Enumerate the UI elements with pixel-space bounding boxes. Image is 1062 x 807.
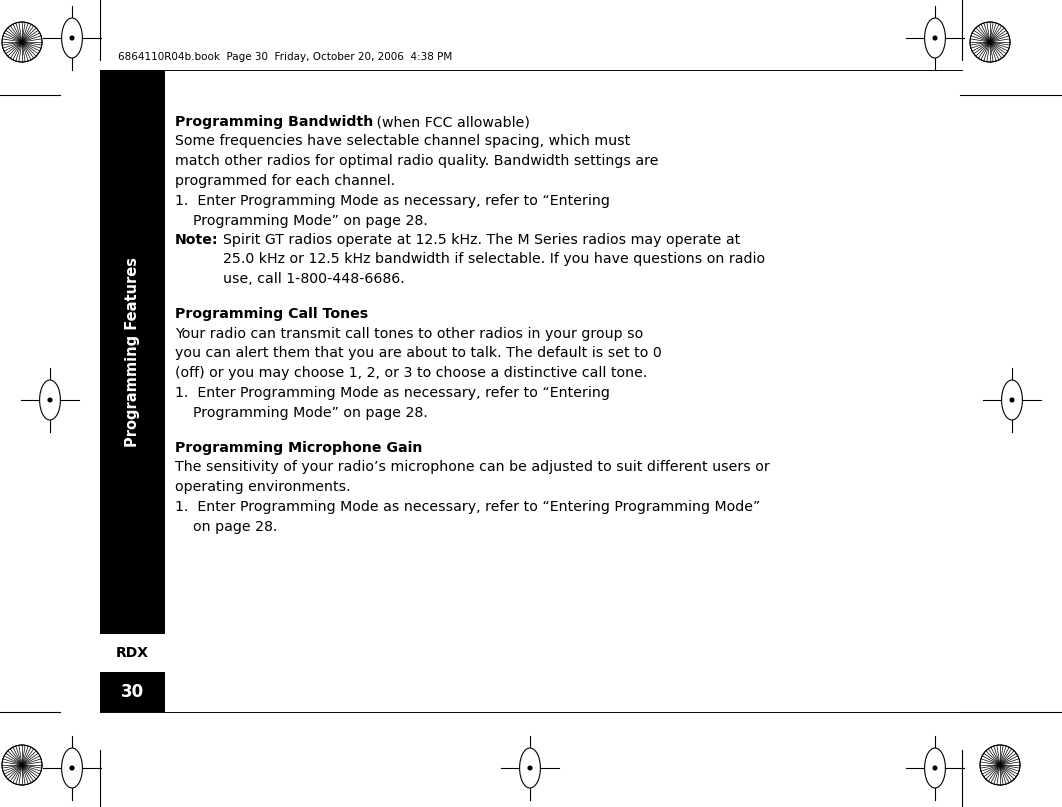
Text: Programming Mode” on page 28.: Programming Mode” on page 28.: [193, 406, 428, 420]
Text: 1.  Enter Programming Mode as necessary, refer to “Entering: 1. Enter Programming Mode as necessary, …: [175, 194, 610, 208]
Circle shape: [2, 22, 42, 62]
Text: Programming Mode” on page 28.: Programming Mode” on page 28.: [193, 214, 428, 228]
Text: Programming Features: Programming Features: [125, 257, 140, 447]
Text: 25.0 kHz or 12.5 kHz bandwidth if selectable. If you have questions on radio: 25.0 kHz or 12.5 kHz bandwidth if select…: [223, 253, 765, 266]
Text: match other radios for optimal radio quality. Bandwidth settings are: match other radios for optimal radio qua…: [175, 154, 658, 168]
Text: Programming Bandwidth: Programming Bandwidth: [175, 115, 373, 129]
Text: (when FCC allowable): (when FCC allowable): [372, 115, 530, 129]
Text: 30: 30: [121, 683, 144, 701]
Ellipse shape: [69, 36, 74, 40]
Ellipse shape: [932, 36, 938, 40]
Text: Programming Call Tones: Programming Call Tones: [175, 307, 369, 321]
Text: on page 28.: on page 28.: [193, 520, 277, 533]
Text: The sensitivity of your radio’s microphone can be adjusted to suit different use: The sensitivity of your radio’s micropho…: [175, 460, 770, 475]
Text: use, call 1-800-448-6686.: use, call 1-800-448-6686.: [223, 272, 405, 286]
Text: 1.  Enter Programming Mode as necessary, refer to “Entering Programming Mode”: 1. Enter Programming Mode as necessary, …: [175, 500, 760, 514]
Bar: [100, 70, 165, 712]
Text: 1.  Enter Programming Mode as necessary, refer to “Entering: 1. Enter Programming Mode as necessary, …: [175, 386, 610, 400]
Bar: [100, 634, 165, 672]
Ellipse shape: [62, 748, 83, 788]
Ellipse shape: [1010, 397, 1014, 403]
Text: Programming Microphone Gain: Programming Microphone Gain: [175, 441, 423, 454]
Circle shape: [980, 745, 1020, 785]
Text: Spirit GT radios operate at 12.5 kHz. The M Series radios may operate at: Spirit GT radios operate at 12.5 kHz. Th…: [223, 233, 740, 247]
Ellipse shape: [48, 397, 52, 403]
Ellipse shape: [39, 380, 61, 420]
Circle shape: [970, 22, 1010, 62]
Text: operating environments.: operating environments.: [175, 479, 350, 494]
Ellipse shape: [1001, 380, 1023, 420]
Text: (off) or you may choose 1, 2, or 3 to choose a distinctive call tone.: (off) or you may choose 1, 2, or 3 to ch…: [175, 366, 648, 379]
Text: Your radio can transmit call tones to other radios in your group so: Your radio can transmit call tones to ot…: [175, 327, 644, 341]
Text: RDX: RDX: [116, 646, 149, 660]
Text: Note:: Note:: [175, 233, 219, 247]
Ellipse shape: [925, 748, 945, 788]
Ellipse shape: [69, 766, 74, 771]
Ellipse shape: [62, 18, 83, 58]
Text: 6864110R04b.book  Page 30  Friday, October 20, 2006  4:38 PM: 6864110R04b.book Page 30 Friday, October…: [118, 52, 452, 62]
Text: programmed for each channel.: programmed for each channel.: [175, 174, 395, 187]
Text: you can alert them that you are about to talk. The default is set to 0: you can alert them that you are about to…: [175, 346, 662, 360]
Bar: [100, 672, 165, 712]
Circle shape: [2, 745, 42, 785]
Ellipse shape: [528, 766, 532, 771]
Ellipse shape: [932, 766, 938, 771]
Text: Some frequencies have selectable channel spacing, which must: Some frequencies have selectable channel…: [175, 135, 630, 148]
Ellipse shape: [925, 18, 945, 58]
Ellipse shape: [519, 748, 541, 788]
